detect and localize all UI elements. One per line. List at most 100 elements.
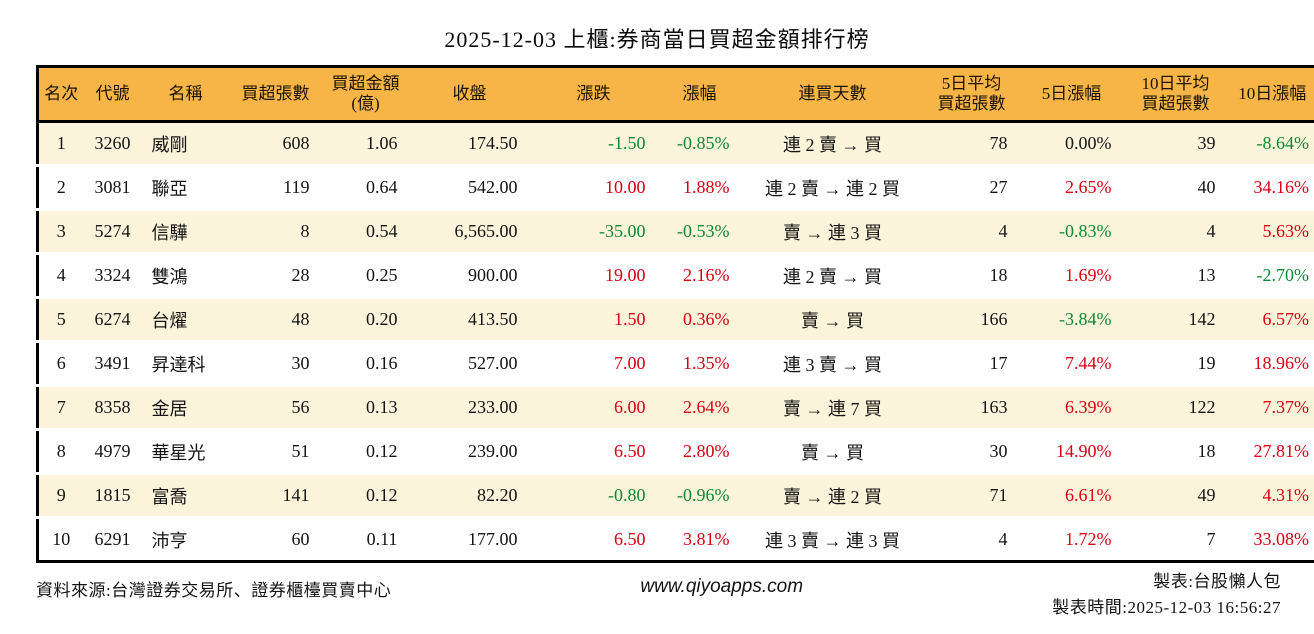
cell-code: 1815 [84,474,142,518]
cell-net-buy-volume: 141 [230,474,322,518]
cell-name: 沛亨 [142,518,230,562]
col-header-avg5-volume: 5日平均 買超張數 [924,67,1020,122]
cell-avg10-volume: 39 [1124,122,1228,166]
cell-rank: 10 [38,518,84,562]
cell-change: 6.00 [530,386,658,430]
cell-consecutive-days: 賣 → 買 [742,298,924,342]
cell-change5-pct: 7.44% [1020,342,1124,386]
cell-avg5-volume: 163 [924,386,1020,430]
cell-consecutive-days: 賣 → 連 7 買 [742,386,924,430]
cell-consecutive-days: 賣 → 買 [742,430,924,474]
cell-name: 華星光 [142,430,230,474]
cell-change5-pct: 2.65% [1020,166,1124,210]
cell-avg10-volume: 4 [1124,210,1228,254]
author-note: 製表:台股懶人包 [1052,569,1281,595]
cell-net-buy-amount: 0.20 [322,298,410,342]
col-header-net-buy-volume: 買超張數 [230,67,322,122]
cell-rank: 5 [38,298,84,342]
cell-net-buy-amount: 0.12 [322,474,410,518]
cell-avg10-volume: 49 [1124,474,1228,518]
cell-name: 金居 [142,386,230,430]
cell-avg5-volume: 30 [924,430,1020,474]
cell-avg5-volume: 71 [924,474,1020,518]
cell-avg10-volume: 7 [1124,518,1228,562]
generated-timestamp: 製表時間:2025-12-03 16:56:27 [1052,595,1281,621]
cell-change-pct: -0.53% [658,210,742,254]
cell-code: 6274 [84,298,142,342]
cell-change: -0.80 [530,474,658,518]
cell-avg5-volume: 166 [924,298,1020,342]
cell-close: 177.00 [410,518,530,562]
col-header-change-pct: 漲幅 [658,67,742,122]
cell-avg5-volume: 4 [924,518,1020,562]
cell-name: 昇達科 [142,342,230,386]
cell-net-buy-volume: 48 [230,298,322,342]
credits-block: 製表:台股懶人包 製表時間:2025-12-03 16:56:27 [1052,569,1281,620]
cell-avg10-volume: 122 [1124,386,1228,430]
cell-net-buy-amount: 0.11 [322,518,410,562]
footer: 資料來源:台灣證券交易所、證券櫃檯買賣中心 www.qiyoapps.com 製… [36,569,1281,620]
col-header-net-buy-amount: 買超金額 (億) [322,67,410,122]
cell-net-buy-volume: 8 [230,210,322,254]
cell-code: 8358 [84,386,142,430]
cell-change: 1.50 [530,298,658,342]
cell-name: 威剛 [142,122,230,166]
cell-rank: 6 [38,342,84,386]
cell-rank: 9 [38,474,84,518]
cell-change5-pct: 14.90% [1020,430,1124,474]
cell-change5-pct: -0.83% [1020,210,1124,254]
cell-rank: 8 [38,430,84,474]
cell-code: 3324 [84,254,142,298]
cell-net-buy-amount: 0.25 [322,254,410,298]
cell-close: 6,565.00 [410,210,530,254]
cell-change: 10.00 [530,166,658,210]
cell-avg5-volume: 27 [924,166,1020,210]
cell-change: 19.00 [530,254,658,298]
cell-consecutive-days: 連 2 賣 → 買 [742,254,924,298]
cell-name: 雙鴻 [142,254,230,298]
cell-change: -1.50 [530,122,658,166]
cell-avg5-volume: 78 [924,122,1020,166]
cell-close: 82.20 [410,474,530,518]
cell-consecutive-days: 連 2 賣 → 連 2 買 [742,166,924,210]
cell-code: 5274 [84,210,142,254]
col-header-code: 代號 [84,67,142,122]
cell-name: 台燿 [142,298,230,342]
cell-close: 413.50 [410,298,530,342]
cell-name: 信驊 [142,210,230,254]
cell-change: -35.00 [530,210,658,254]
cell-change10-pct: 33.08% [1228,518,1314,562]
cell-change10-pct: 5.63% [1228,210,1314,254]
cell-net-buy-volume: 56 [230,386,322,430]
cell-close: 239.00 [410,430,530,474]
col-header-avg10-volume: 10日平均 買超張數 [1124,67,1228,122]
cell-change-pct: 3.81% [658,518,742,562]
cell-change-pct: 2.16% [658,254,742,298]
cell-net-buy-amount: 0.12 [322,430,410,474]
cell-rank: 4 [38,254,84,298]
cell-consecutive-days: 連 2 賣 → 買 [742,122,924,166]
cell-code: 3260 [84,122,142,166]
cell-change5-pct: 1.69% [1020,254,1124,298]
page-title: 2025-12-03 上櫃:券商當日買超金額排行榜 [0,22,1314,54]
cell-net-buy-volume: 608 [230,122,322,166]
cell-change-pct: 1.88% [658,166,742,210]
cell-change5-pct: 0.00% [1020,122,1124,166]
cell-change5-pct: 6.61% [1020,474,1124,518]
col-header-consecutive-days: 連買天數 [742,67,924,122]
cell-avg5-volume: 4 [924,210,1020,254]
cell-consecutive-days: 連 3 賣 → 連 3 買 [742,518,924,562]
cell-close: 174.50 [410,122,530,166]
cell-net-buy-volume: 119 [230,166,322,210]
cell-change-pct: 2.64% [658,386,742,430]
cell-rank: 2 [38,166,84,210]
cell-change-pct: -0.96% [658,474,742,518]
cell-code: 6291 [84,518,142,562]
